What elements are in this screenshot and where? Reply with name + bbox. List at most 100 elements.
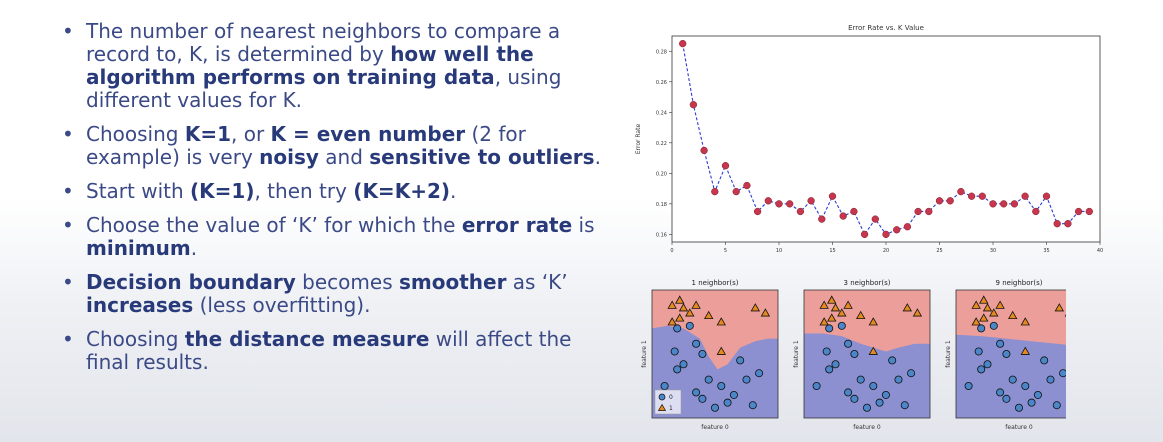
error-rate-point [679, 39, 687, 48]
error-rate-point [946, 197, 954, 205]
class0-point [974, 347, 983, 356]
knn-panel: 3 neighbor(s) feature 0 feature 1 [793, 279, 931, 431]
x-tick-label: 20 [883, 248, 889, 254]
error-rate-point [807, 197, 815, 205]
error-rate-point [1032, 207, 1040, 216]
bullet-text: and [318, 145, 370, 169]
class0-region [652, 325, 778, 418]
bullet-bold-text: minimum [86, 236, 191, 260]
error-rate-point [1010, 200, 1019, 208]
class0-point [881, 390, 890, 399]
bullet-text: Choose the value of ‘K’ for which the [86, 213, 462, 237]
bullet-text: Choosing [86, 327, 185, 351]
class1-point [1064, 314, 1066, 317]
class0-point [692, 388, 701, 397]
class1-point [971, 317, 981, 326]
class0-point [673, 365, 682, 374]
error-rate-point [978, 192, 986, 200]
error-rate-point [903, 223, 912, 231]
error-rate-chart: Error Rate vs. K Value Error Rate 0.16 0.18… [635, 24, 1103, 254]
x-tick-label: 15 [829, 248, 835, 254]
error-rate-point [967, 192, 976, 200]
error-rate-point [1021, 192, 1029, 200]
bullet-text: The number of nearest neighbors to compa… [86, 19, 561, 66]
error-rate-point [871, 215, 879, 223]
class0-point [1002, 350, 1011, 359]
class0-point [704, 375, 713, 384]
bullet-text: Choosing [86, 122, 185, 146]
bullet-bold-text: sensitive to outliers [369, 145, 595, 169]
error-rate-point [850, 207, 858, 216]
y-tick-label: 0.20 [656, 171, 667, 177]
class1-point [856, 310, 866, 319]
class0-point [1027, 398, 1036, 407]
class1-point [868, 317, 878, 326]
class0-point [736, 356, 745, 365]
class1-point [1020, 346, 1030, 355]
error-rate-point [818, 215, 826, 223]
class1-point [691, 300, 701, 309]
class0-point [755, 369, 764, 378]
bullet-item: Start with (K=1), then try (K=K+2). [62, 179, 602, 204]
class1-point [982, 303, 993, 312]
error-rate-point [1042, 192, 1051, 200]
y-axis-label: feature 1 [641, 340, 648, 368]
class1-point [685, 308, 695, 317]
class0-point [670, 347, 679, 356]
bullet-text: Start with [86, 179, 191, 203]
x-axis-label: feature 0 [1005, 424, 1033, 431]
class0-point [989, 321, 998, 330]
error-rate-point [914, 207, 922, 216]
class0-point [679, 360, 688, 369]
y-tick-label: 0.28 [656, 49, 667, 55]
class1-point [678, 303, 689, 312]
class1-point [1054, 303, 1065, 312]
class0-point [1046, 375, 1055, 384]
class1-point [675, 313, 685, 322]
class0-point [875, 398, 884, 407]
class0-point [711, 403, 720, 412]
class0-point [660, 382, 669, 391]
x-tick-label: 0 [670, 248, 673, 254]
panel-frame [651, 289, 779, 419]
class0-point [1040, 356, 1049, 365]
class0-point [977, 365, 986, 374]
bullet-bold-text: (K=K+2) [353, 179, 451, 203]
chart-title: Error Rate vs. K Value [848, 24, 924, 32]
bullet-text: will affect the final results. [86, 327, 572, 374]
class0-point [837, 321, 846, 330]
class0-point [996, 388, 1005, 397]
class0-point [1002, 394, 1011, 403]
panel-title: 9 neighbor(s) [996, 279, 1043, 287]
panel-frame [803, 289, 931, 419]
error-rate-point [828, 192, 837, 200]
class0-point [748, 401, 757, 410]
y-tick-label: 0.22 [656, 141, 667, 147]
class1-point [989, 308, 999, 317]
bullet-bold-text: (K=1) [190, 179, 255, 203]
error-rate-point [796, 207, 805, 216]
class0-point [742, 375, 751, 384]
class0-point [822, 347, 831, 356]
bullet-item: Choosing the distance measure will affec… [62, 328, 602, 374]
class1-point [819, 300, 829, 309]
legend-label: 0 [669, 394, 673, 401]
class0-point [844, 388, 853, 397]
x-tick-label: 35 [1043, 248, 1049, 254]
bullet-item: Choosing K=1, or K = even number (2 for … [62, 123, 602, 169]
class0-point [869, 382, 878, 391]
bullet-bold-text: noisy [259, 145, 319, 169]
bullet-text: , then try [254, 179, 354, 203]
class1-point [716, 317, 726, 326]
panel-title: 1 neighbor(s) [692, 279, 739, 287]
x-tick-label: 5 [724, 248, 727, 254]
class0-point [844, 339, 853, 348]
bullet-item: The number of nearest neighbors to compa… [62, 20, 602, 112]
class0-point [825, 365, 834, 374]
class1-point [995, 300, 1005, 309]
class1-point [912, 308, 923, 317]
class1-point [827, 295, 837, 304]
panel-title: 3 neighbor(s) [844, 279, 891, 287]
class1-point [1008, 310, 1018, 319]
